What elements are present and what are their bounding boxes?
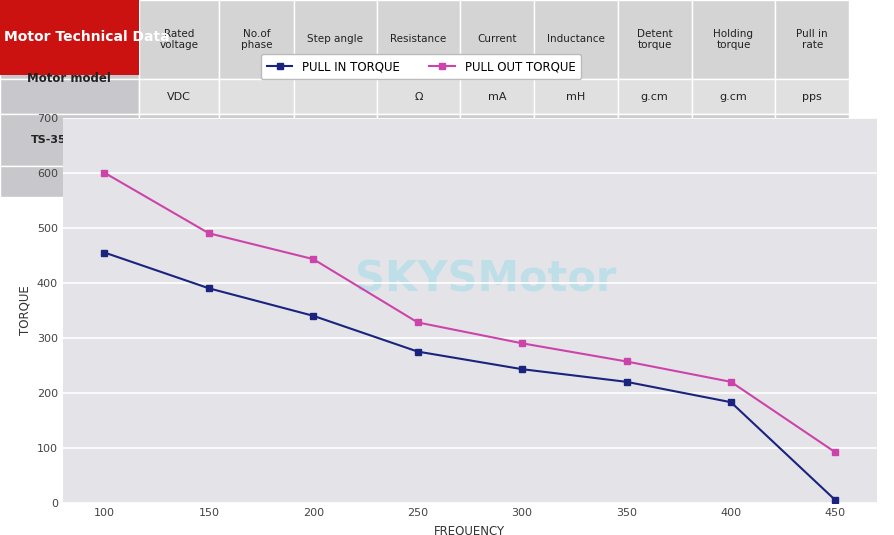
Bar xyxy=(293,165,376,197)
Bar xyxy=(139,0,219,79)
X-axis label: FREQUENCY: FREQUENCY xyxy=(434,525,505,535)
Text: Current: Current xyxy=(477,34,517,44)
Text: Step angle: Step angle xyxy=(307,34,363,44)
Text: g.cm: g.cm xyxy=(640,91,668,102)
Bar xyxy=(293,114,376,165)
Bar xyxy=(691,165,774,197)
Text: VDC: VDC xyxy=(167,91,190,102)
Bar xyxy=(293,79,376,114)
Text: 350: 350 xyxy=(801,135,822,145)
Bar xyxy=(376,79,460,114)
Text: Holding
torque: Holding torque xyxy=(713,28,753,50)
Bar xyxy=(534,79,617,114)
Bar xyxy=(0,165,139,197)
Y-axis label: TORQUE: TORQUE xyxy=(18,286,31,335)
Legend: PULL IN TORQUE, PULL OUT TORQUE: PULL IN TORQUE, PULL OUT TORQUE xyxy=(260,54,581,79)
Text: 12.0: 12.0 xyxy=(166,135,191,145)
Text: Motor Technical Data: Motor Technical Data xyxy=(4,30,170,44)
Bar xyxy=(0,114,139,165)
Text: Pull in
rate: Pull in rate xyxy=(796,28,827,50)
Bar xyxy=(0,0,139,79)
Bar xyxy=(534,0,617,79)
Bar xyxy=(219,165,293,197)
Text: 60: 60 xyxy=(411,135,425,145)
Text: pps: pps xyxy=(801,91,822,102)
Bar xyxy=(219,0,293,79)
Bar xyxy=(534,114,617,165)
Bar xyxy=(460,0,534,79)
Bar xyxy=(139,79,219,114)
Bar xyxy=(460,79,534,114)
Bar xyxy=(460,165,534,197)
Bar xyxy=(774,79,848,114)
Text: g.cm: g.cm xyxy=(719,91,746,102)
Text: Rated
voltage: Rated voltage xyxy=(159,28,198,50)
Bar xyxy=(376,165,460,197)
Text: Detent
torque: Detent torque xyxy=(637,28,671,50)
Text: 60: 60 xyxy=(647,135,661,145)
Bar xyxy=(376,0,460,79)
Text: mA: mA xyxy=(487,91,506,102)
Bar xyxy=(0,79,139,114)
Bar xyxy=(139,114,219,165)
Bar xyxy=(774,165,848,197)
Bar xyxy=(691,114,774,165)
Text: Motor model: Motor model xyxy=(28,72,111,86)
Text: Ω: Ω xyxy=(414,91,422,102)
Bar xyxy=(139,165,219,197)
Bar xyxy=(534,165,617,197)
Text: mH: mH xyxy=(566,91,585,102)
Text: 200: 200 xyxy=(486,135,507,145)
Bar xyxy=(691,0,774,79)
Bar xyxy=(774,0,848,79)
Bar xyxy=(774,114,848,165)
Bar xyxy=(293,0,376,79)
Bar xyxy=(219,114,293,165)
Bar xyxy=(617,114,691,165)
Text: SKYSMotor: SKYSMotor xyxy=(355,258,616,301)
Text: Inductance: Inductance xyxy=(546,34,604,44)
Text: Resistance: Resistance xyxy=(390,34,446,44)
Text: TS-35BY-001: TS-35BY-001 xyxy=(30,135,108,145)
Bar xyxy=(0,0,139,75)
Bar xyxy=(617,79,691,114)
Bar xyxy=(219,79,293,114)
Text: No.of
phase: No.of phase xyxy=(240,28,272,50)
Bar xyxy=(617,165,691,197)
Bar xyxy=(691,79,774,114)
Text: 130: 130 xyxy=(722,135,743,145)
Text: 4: 4 xyxy=(253,135,259,145)
Bar xyxy=(460,114,534,165)
Bar xyxy=(376,114,460,165)
Bar xyxy=(617,0,691,79)
Text: 7.5°: 7.5° xyxy=(324,135,346,145)
